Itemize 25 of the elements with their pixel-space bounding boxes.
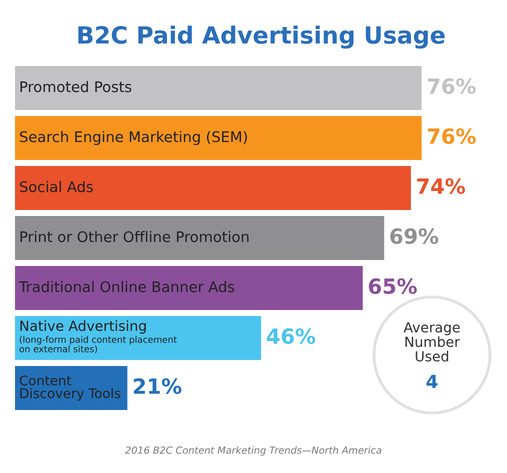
bar	[15, 266, 363, 310]
y-tick-label: Traditional Online Banner Ads	[19, 280, 234, 292]
annotation: Average Number Used	[404, 322, 460, 362]
data-label: 69%	[390, 228, 438, 244]
bar	[15, 66, 422, 110]
y-tick-label: Promoted Posts	[20, 80, 132, 92]
y-tick-label: Search Engine Marketing (SEM)	[20, 130, 247, 146]
bar	[15, 316, 262, 360]
data-label: 74%	[417, 178, 465, 194]
data-label: 76%	[428, 78, 476, 94]
text: 4	[426, 374, 438, 388]
bar	[15, 216, 384, 260]
data-label: 65%	[368, 278, 417, 294]
chart-title: B2C Paid Advertising Usage	[78, 26, 445, 49]
data-label: 46%	[266, 328, 316, 344]
text: 2016 B2C Content Marketing Trends—North America	[125, 446, 382, 456]
y-tick-label: Social Ads	[20, 180, 93, 192]
y-tick-label: Print or Other Offline Promotion	[20, 230, 248, 242]
y-tick-label: Content Discovery Tools	[20, 375, 120, 401]
bar	[15, 116, 422, 160]
data-label: 76%	[428, 128, 476, 144]
bar	[15, 366, 128, 410]
data-label: 21%	[134, 378, 182, 394]
y-tick-label: Native Advertising (long-form paid content placement on external sites)	[20, 320, 177, 354]
bar	[15, 166, 411, 210]
